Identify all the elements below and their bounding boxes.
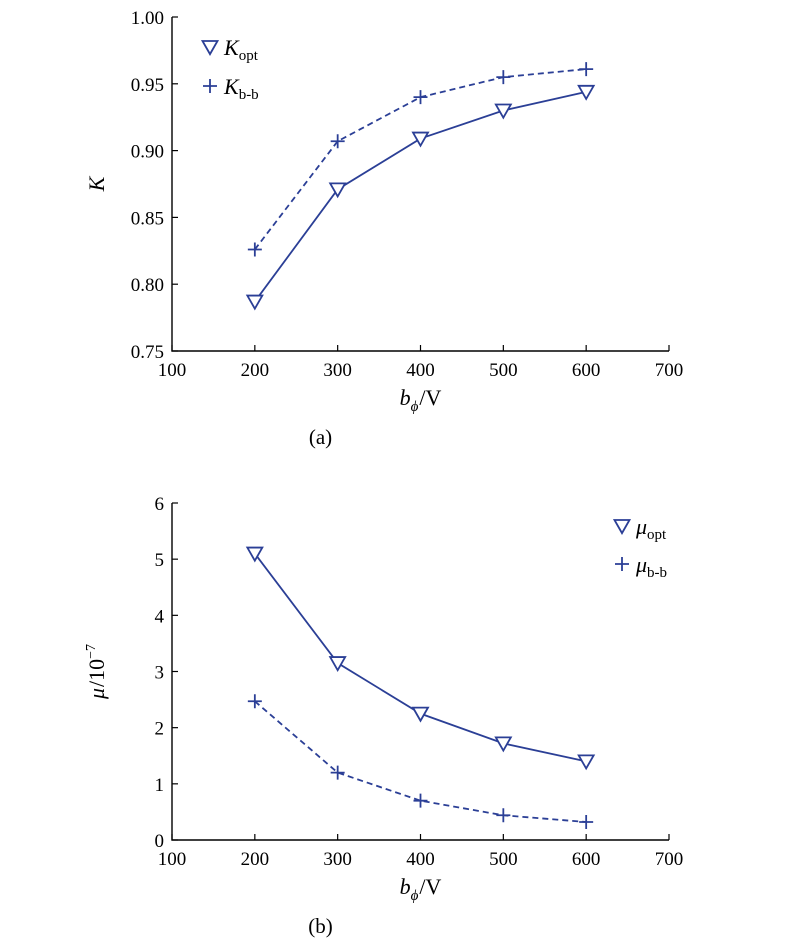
legend-label: Kb-b — [223, 74, 259, 103]
plus-marker — [247, 242, 262, 257]
plus-marker — [615, 557, 629, 571]
x-tick-label: 200 — [241, 849, 270, 870]
x-axis-title: bϕ/V — [400, 385, 442, 415]
y-axis-title-unit: /10 — [84, 659, 109, 687]
legend-label-main: K — [223, 35, 240, 60]
x-tick-label: 400 — [406, 360, 435, 381]
triangle-marker — [328, 182, 347, 199]
legend-label-sub: b-b — [647, 565, 667, 581]
x-tick-label: 300 — [323, 360, 352, 381]
legend-label-main: μ — [635, 514, 647, 539]
y-tick-label: 4 — [155, 606, 165, 627]
triangle-marker — [245, 546, 264, 563]
y-tick-label: 2 — [155, 719, 165, 740]
y-tick-label: 1 — [155, 775, 165, 796]
legend-item-opt: Kopt — [200, 35, 259, 64]
y-axis-title: μ/10−7 — [84, 644, 109, 700]
panel-label: (b) — [308, 914, 333, 938]
x-axis-title-sub: ϕ — [411, 888, 419, 904]
y-tick-label: 6 — [155, 494, 165, 515]
y-axis-title: K — [84, 175, 109, 192]
x-tick-label: 700 — [655, 849, 684, 870]
legend-label: Kopt — [223, 35, 259, 64]
legend-label: μopt — [635, 514, 667, 543]
plus-marker — [330, 765, 345, 780]
legend-label: μb-b — [635, 552, 667, 581]
x-tick-label: 300 — [323, 849, 352, 870]
plus-marker — [413, 793, 428, 808]
y-tick-label: 0.90 — [131, 142, 164, 163]
series-opt — [245, 546, 596, 771]
y-axis-title-main: K — [84, 175, 109, 192]
chart-a: 100 200 300 400 500 600 700 0.75 0.80 0.85 0.90 0.9… — [84, 8, 683, 449]
x-axis-title-unit: /V — [419, 385, 441, 410]
legend-label-sub: opt — [239, 48, 259, 64]
triangle-marker — [328, 656, 347, 673]
y-axis-title-exponent: −7 — [84, 644, 99, 659]
y-tick-label: 0.75 — [131, 342, 164, 363]
plus-marker — [413, 90, 428, 105]
triangle-marker — [494, 103, 513, 120]
panel-label: (a) — [309, 425, 332, 449]
legend-item-b-b: Kb-b — [203, 74, 259, 103]
chart-b: 100 200 300 400 500 600 700 0 1 2 3 4 5 6 bϕ/V (b) μ/10−… — [84, 494, 683, 938]
triangle-marker — [200, 40, 220, 56]
x-tick-label: 200 — [241, 360, 270, 381]
x-tick-label: 600 — [572, 360, 601, 381]
series-b-b — [247, 62, 594, 257]
triangle-marker — [577, 84, 596, 101]
series-line — [254, 700, 587, 823]
legend-label-main: μ — [635, 552, 647, 577]
y-tick-label: 3 — [155, 663, 165, 684]
legend-label-sub: b-b — [239, 87, 259, 103]
x-tick-label: 400 — [406, 849, 435, 870]
y-tick-label: 5 — [155, 550, 165, 571]
series-line — [254, 90, 587, 303]
x-tick-label: 500 — [489, 849, 518, 870]
triangle-marker — [494, 736, 513, 753]
legend-label-sub: opt — [647, 527, 667, 543]
x-tick-label: 600 — [572, 849, 601, 870]
x-axis-title-unit: /V — [419, 874, 441, 899]
y-tick-label: 0 — [155, 831, 165, 852]
series-b-b — [247, 694, 594, 830]
plus-marker — [203, 79, 217, 93]
x-axis-title-main: b — [400, 385, 411, 410]
plus-marker — [330, 134, 345, 149]
legend-label-main: K — [223, 74, 240, 99]
plus-marker — [579, 815, 594, 830]
axes-frame — [171, 17, 669, 352]
x-axis-title-sub: ϕ — [411, 399, 419, 415]
y-tick-label: 0.85 — [131, 208, 164, 229]
y-axis-title-main: μ — [84, 688, 109, 700]
plus-marker — [496, 808, 511, 823]
triangle-marker — [411, 706, 430, 723]
triangle-marker — [612, 519, 632, 535]
legend-item-opt: μopt — [612, 514, 667, 543]
x-tick-label: 500 — [489, 360, 518, 381]
series-line — [254, 553, 587, 763]
y-tick-label: 0.80 — [131, 275, 164, 296]
plus-marker — [496, 70, 511, 85]
axes-frame — [171, 503, 669, 841]
triangle-marker — [411, 131, 430, 148]
series-opt — [245, 84, 596, 311]
y-tick-label: 0.95 — [131, 75, 164, 96]
plus-marker — [247, 694, 262, 709]
triangle-marker — [577, 754, 596, 771]
x-axis-title-main: b — [400, 874, 411, 899]
legend-item-b-b: μb-b — [615, 552, 667, 581]
x-tick-label: 700 — [655, 360, 684, 381]
triangle-marker — [245, 294, 264, 311]
y-tick-label: 1.00 — [131, 8, 164, 29]
plus-marker — [579, 62, 594, 77]
x-tick-label: 100 — [158, 849, 187, 870]
x-axis-title: bϕ/V — [400, 874, 442, 904]
x-tick-label: 100 — [158, 360, 187, 381]
